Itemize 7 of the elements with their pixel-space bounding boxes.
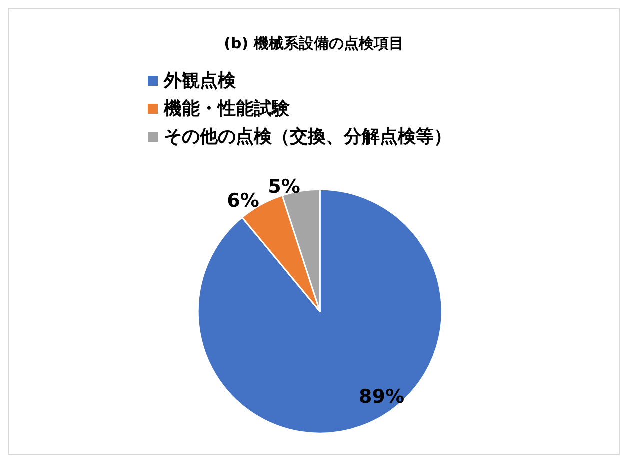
legend-label: その他の点検（交換、分解点検等） [164, 126, 452, 148]
legend-label: 機能・性能試験 [163, 98, 291, 120]
chart-title: (b) 機械系設備の点検項目 [224, 34, 404, 52]
data-label: 6% [227, 190, 260, 212]
data-label: 5% [268, 176, 300, 198]
data-label: 89% [359, 386, 405, 408]
legend-label: 外観点検 [163, 70, 237, 92]
